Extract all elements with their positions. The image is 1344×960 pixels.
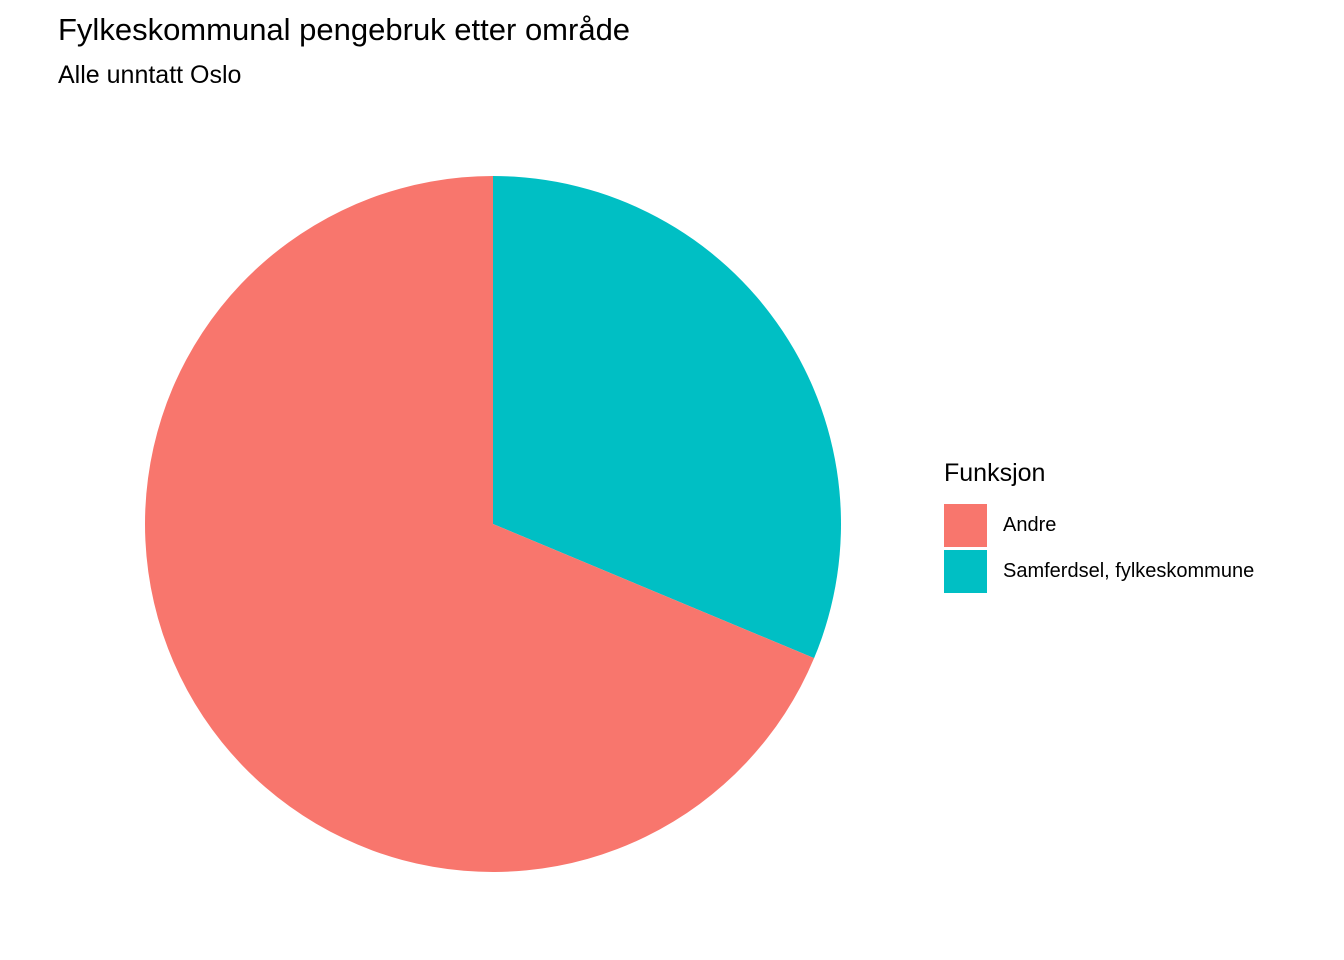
legend: Funksjon Andre Samferdsel, fylkeskommune (944, 456, 1254, 594)
legend-label-samferdsel: Samferdsel, fylkeskommune (1003, 559, 1255, 582)
legend-label-andre: Andre (1003, 513, 1057, 536)
pie-slice-samferdsel (493, 176, 841, 659)
legend-swatch-samferdsel (944, 549, 987, 593)
pie-slice-andre (144, 176, 815, 873)
legend-title: Funksjon (944, 459, 1046, 487)
chart-title: Fylkeskommunal pengebruk etter område (58, 12, 631, 47)
legend-swatch-andre (944, 503, 987, 547)
legend-item-samferdsel: Samferdsel, fylkeskommune (944, 548, 1254, 594)
chart-subtitle: Alle unntatt Oslo (58, 61, 242, 89)
legend-item-andre: Andre (944, 502, 1254, 548)
